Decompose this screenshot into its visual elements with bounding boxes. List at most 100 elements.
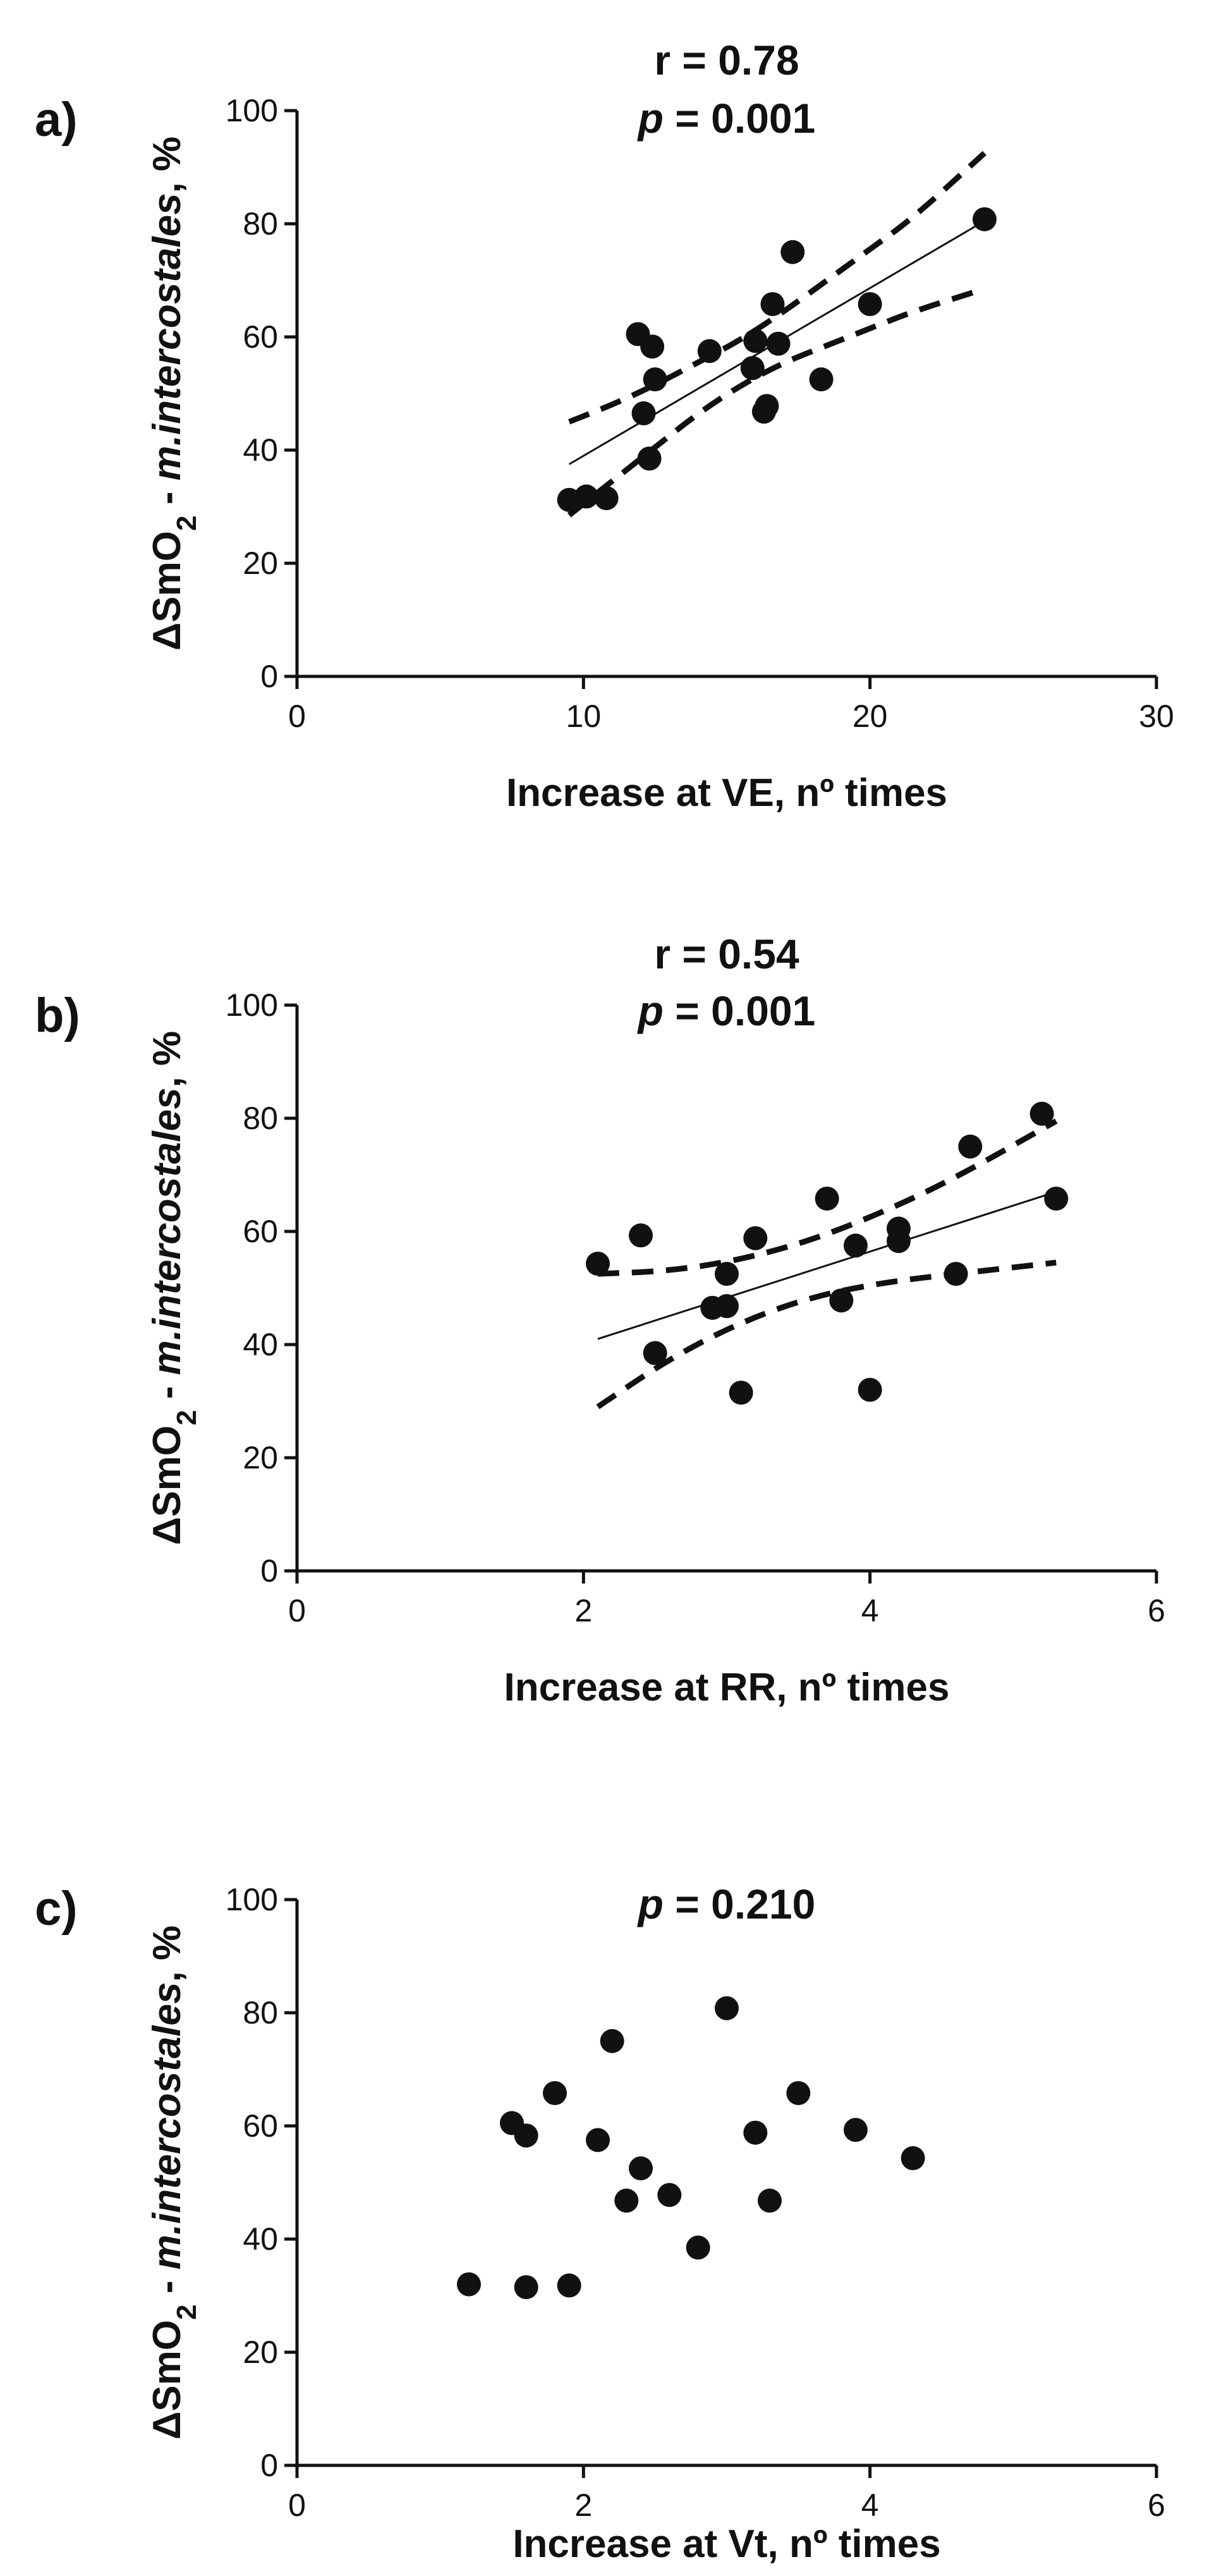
data-point-3 bbox=[600, 2029, 624, 2053]
data-point-2 bbox=[715, 1262, 739, 1286]
data-point-1 bbox=[631, 401, 656, 425]
y-label-sub-1: 2 bbox=[171, 515, 202, 530]
x-tick-label-1: 0 bbox=[288, 699, 306, 734]
panel-3: c) p = 0.210 0 20 40 60 80 100 0 2 4 6 Increase at V… bbox=[35, 1881, 1165, 2566]
y-tick-label-1: 60 bbox=[243, 319, 278, 355]
data-point-2 bbox=[1044, 1187, 1069, 1211]
y-tick-label-3: 80 bbox=[243, 1995, 278, 2030]
y-label-prefix-1: ΔSmO bbox=[145, 531, 189, 650]
y-tick-label-3: 40 bbox=[243, 2221, 278, 2257]
data-point-1 bbox=[574, 484, 598, 509]
y-axis-label-3: ΔSmO2 - m.intercostales, % bbox=[145, 1926, 202, 2439]
data-point-1 bbox=[760, 292, 785, 317]
data-point-2 bbox=[858, 1377, 882, 1402]
x-tick-label-2: 4 bbox=[861, 1593, 879, 1628]
data-point-3 bbox=[901, 2146, 925, 2171]
data-point-3 bbox=[557, 2273, 581, 2298]
data-point-3 bbox=[586, 2128, 610, 2152]
stat-r-2: r = 0.54 bbox=[654, 931, 799, 977]
x-tick-label-1: 20 bbox=[852, 699, 888, 734]
y-label-suffix-3: , % bbox=[145, 1926, 189, 1982]
y-tick-label-1: 80 bbox=[243, 206, 278, 241]
data-point-1 bbox=[858, 292, 882, 317]
y-tick-label-3: 0 bbox=[260, 2448, 278, 2483]
data-point-2 bbox=[743, 1226, 768, 1250]
data-point-3 bbox=[629, 2156, 653, 2181]
data-point-1 bbox=[809, 367, 834, 392]
data-point-1 bbox=[697, 339, 722, 363]
data-point-2 bbox=[943, 1262, 968, 1286]
data-point-3 bbox=[786, 2081, 811, 2106]
panel-label-2: b) bbox=[35, 989, 80, 1042]
x-tick-label-3: 4 bbox=[861, 2487, 879, 2523]
y-label-middle-2: - bbox=[145, 1375, 189, 1410]
data-point-1 bbox=[740, 356, 765, 381]
y-label-middle-1: - bbox=[145, 480, 189, 515]
data-point-2 bbox=[958, 1134, 983, 1159]
y-tick-label-1: 40 bbox=[243, 432, 278, 468]
y-tick-label-2: 100 bbox=[226, 987, 278, 1023]
x-tick-label-2: 2 bbox=[574, 1593, 592, 1628]
data-point-2 bbox=[643, 1341, 667, 1365]
y-label-sub-2: 2 bbox=[171, 1410, 202, 1425]
stat-p-value-1: = 0.001 bbox=[664, 95, 815, 142]
y-tick-label-2: 0 bbox=[260, 1553, 278, 1589]
data-point-2 bbox=[887, 1229, 911, 1254]
data-point-1 bbox=[637, 446, 662, 471]
data-point-2 bbox=[586, 1252, 610, 1276]
data-point-1 bbox=[594, 486, 619, 511]
y-label-suffix-1: , % bbox=[145, 137, 189, 193]
x-axis-label-1: Increase at VE, nº times bbox=[506, 771, 947, 815]
x-tick-label-3: 0 bbox=[288, 2487, 306, 2523]
data-point-1 bbox=[643, 367, 667, 392]
data-point-3 bbox=[743, 2120, 768, 2145]
regression-line-2 bbox=[597, 1190, 1057, 1340]
stat-p-value-2: = 0.001 bbox=[664, 987, 815, 1034]
y-label-italic-2: m.intercostales bbox=[145, 1087, 189, 1375]
stat-p-2: p = 0.001 bbox=[637, 987, 816, 1034]
y-tick-label-2: 60 bbox=[243, 1214, 278, 1249]
data-point-1 bbox=[640, 334, 665, 359]
data-point-2 bbox=[715, 1294, 739, 1319]
data-point-2 bbox=[844, 1233, 868, 1258]
x-tick-label-2: 6 bbox=[1148, 1593, 1165, 1628]
data-point-2 bbox=[829, 1288, 854, 1313]
data-point-2 bbox=[629, 1223, 653, 1248]
y-tick-label-2: 80 bbox=[243, 1101, 278, 1136]
x-tick-label-1: 30 bbox=[1139, 699, 1174, 734]
data-point-3 bbox=[514, 2275, 538, 2300]
y-label-italic-1: m.intercostales bbox=[145, 193, 189, 480]
data-point-3 bbox=[715, 1996, 739, 2020]
data-point-1 bbox=[780, 240, 805, 264]
stat-p-symbol-1: p bbox=[637, 95, 664, 142]
x-tick-label-3: 2 bbox=[574, 2487, 592, 2523]
y-label-suffix-2: , % bbox=[145, 1031, 189, 1088]
y-label-middle-3: - bbox=[145, 2269, 189, 2304]
stat-p-symbol-3: p bbox=[637, 1881, 664, 1927]
data-point-3 bbox=[543, 2081, 567, 2106]
y-tick-label-2: 20 bbox=[243, 1440, 278, 1475]
data-point-2 bbox=[815, 1187, 839, 1211]
panel-label-3: c) bbox=[35, 1882, 78, 1936]
panel-1: a) r = 0.78 p = 0.001 0 20 40 60 80 100 0 10 20 30 In… bbox=[35, 37, 1174, 815]
y-axis-label-2: ΔSmO2 - m.intercostales, % bbox=[145, 1031, 202, 1545]
ci-upper-line-2 bbox=[597, 1118, 1058, 1277]
y-axis-label-1: ΔSmO2 - m.intercostales, % bbox=[145, 137, 202, 650]
data-point-3 bbox=[514, 2123, 538, 2148]
data-point-3 bbox=[614, 2188, 639, 2213]
data-point-1 bbox=[973, 207, 997, 231]
x-tick-label-1: 10 bbox=[566, 699, 602, 734]
data-point-3 bbox=[457, 2272, 481, 2297]
x-tick-label-3: 6 bbox=[1148, 2487, 1165, 2523]
panel-2: b) r = 0.54 p = 0.001 0 20 40 60 80 100 0 2 4 6 Incre… bbox=[35, 931, 1165, 1709]
y-tick-label-3: 60 bbox=[243, 2108, 278, 2144]
y-label-prefix-2: ΔSmO bbox=[145, 1425, 189, 1545]
data-point-2 bbox=[729, 1381, 753, 1405]
y-tick-label-1: 100 bbox=[226, 93, 278, 128]
panel-label-1: a) bbox=[35, 93, 78, 147]
stat-p-3: p = 0.210 bbox=[637, 1881, 816, 1927]
stat-p-1: p = 0.001 bbox=[637, 95, 816, 142]
x-tick-label-2: 0 bbox=[288, 1593, 306, 1628]
data-point-1 bbox=[743, 329, 768, 353]
